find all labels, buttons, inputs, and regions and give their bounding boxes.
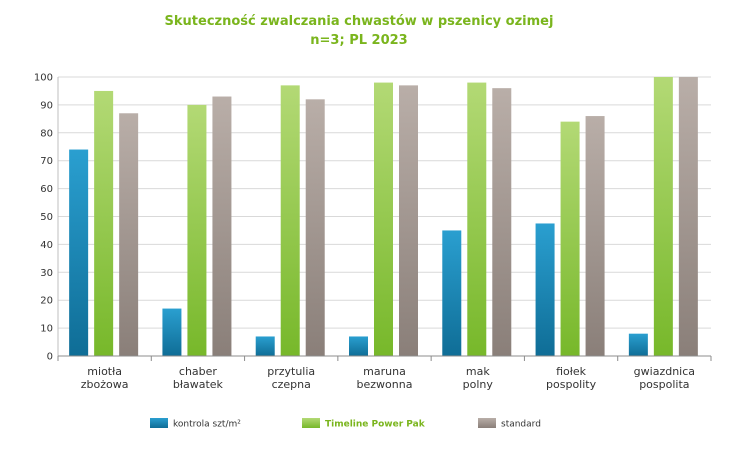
bar-timeline-power-pak-4 [467,82,487,356]
y-tick-label: 70 [40,156,53,167]
bar-kontrola-szt-m--6 [628,333,648,356]
y-tick-label: 50 [40,212,53,223]
legend-label: kontrola szt/m² [173,420,241,430]
y-tick-label: 30 [40,268,53,279]
bar-standard-5 [585,116,605,356]
bar-timeline-power-pak-1 [187,104,207,357]
legend: kontrola szt/m² Timeline Power Pak standar… [150,418,541,430]
legend-swatch [302,418,320,428]
x-tick-label: mak [466,365,490,378]
y-tick-label: 0 [47,352,53,363]
y-tick-label: 40 [40,240,53,251]
y-tick-label: 10 [40,324,53,335]
chart-title-line-1: Skuteczność zwalczania chwastów w pszeni… [165,14,554,29]
y-axis: 0 10 20 30 40 50 60 70 80 90 100 [34,73,59,363]
x-tick-label: przytulia [267,365,315,378]
bar-timeline-power-pak-2 [280,85,300,357]
x-tick-label: polny [463,378,494,391]
x-tick-label: chaber [179,365,218,378]
bar-standard-6 [678,77,698,356]
legend-swatch [478,418,496,428]
bar-standard-1 [212,96,232,356]
legend-label: standard [501,420,541,430]
y-tick-label: 20 [40,296,53,307]
x-tick-label: bezwonna [357,378,413,391]
x-tick-label: fiołek [556,365,587,378]
chart-title-line-2: n=3; PL 2023 [310,33,407,48]
x-tick-label: bławatek [173,378,224,391]
bar-timeline-power-pak-6 [653,77,673,356]
y-tick-label: 90 [40,100,53,111]
bar-kontrola-szt-m--3 [349,336,368,356]
x-tick-label: pospolity [546,378,597,391]
x-tick-label: miotła [87,365,122,378]
bar-timeline-power-pak-5 [560,121,580,356]
legend-swatch [150,418,168,428]
bar-kontrola-szt-m--2 [255,336,275,356]
y-tick-label: 100 [34,73,53,84]
y-tick-label: 60 [40,184,53,195]
x-tick-label: zbożowa [81,378,129,391]
bar-kontrola-szt-m--0 [69,149,89,356]
bar-kontrola-szt-m--5 [535,223,555,356]
bars [69,77,698,357]
bar-standard-3 [399,85,418,357]
x-tick-label: czepna [272,378,311,391]
x-tick-label: maruna [363,365,406,378]
bar-standard-4 [492,88,512,356]
bar-standard-0 [119,113,139,357]
legend-label: Timeline Power Pak [325,420,426,430]
bar-kontrola-szt-m--4 [442,230,462,356]
bar-kontrola-szt-m--1 [162,308,182,356]
bar-timeline-power-pak-0 [94,90,114,356]
bar-timeline-power-pak-3 [374,82,393,356]
y-tick-label: 80 [40,128,53,139]
bar-standard-2 [305,99,325,356]
x-tick-label: gwiazdnica [634,365,695,378]
x-tick-label: pospolita [639,378,689,391]
